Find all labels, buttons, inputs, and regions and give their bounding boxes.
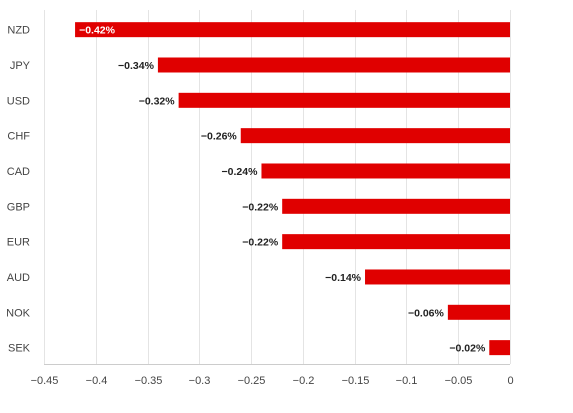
bar [261, 163, 510, 179]
category-label: NOK [6, 307, 31, 319]
category-label: EUR [7, 237, 30, 249]
x-tick-label: −0.15 [342, 375, 370, 387]
bar [75, 22, 511, 38]
category-label: NZD [7, 25, 30, 37]
x-tick-label: −0.1 [396, 375, 418, 387]
x-tick-label: −0.35 [135, 375, 163, 387]
data-labels: −0.42% −0.34% −0.32% −0.26% −0.24% −0.22% −0.2… [79, 25, 486, 355]
category-axis: NZD JPY USD CHF CAD GBP EUR AUD NOK SEK [6, 25, 31, 355]
bar [178, 92, 510, 108]
data-label: −0.14% [325, 272, 362, 284]
bar [282, 234, 510, 250]
bar [447, 304, 510, 320]
x-tick-label: −0.25 [238, 375, 266, 387]
value-axis: −0.45 −0.4 −0.35 −0.3 −0.25 −0.2 −0.15 −0.1 −0.0… [31, 364, 514, 387]
data-label: −0.32% [139, 95, 176, 107]
data-label: −0.26% [201, 131, 238, 143]
category-label: AUD [7, 272, 30, 284]
bar [282, 198, 510, 214]
x-tick-label: 0 [507, 375, 513, 387]
category-label: CAD [7, 166, 30, 178]
data-label: −0.06% [408, 307, 445, 319]
bar [365, 269, 510, 285]
category-label: CHF [7, 131, 30, 143]
data-label: −0.02% [449, 343, 486, 355]
data-label: −0.22% [242, 201, 279, 213]
category-label: GBP [7, 201, 30, 213]
bar [489, 340, 510, 356]
data-label: −0.42% [79, 25, 116, 37]
bar [240, 128, 510, 144]
category-label: SEK [8, 343, 31, 355]
category-label: USD [7, 95, 30, 107]
x-tick-label: −0.45 [31, 375, 59, 387]
category-label: JPY [10, 60, 31, 72]
bars [75, 22, 511, 356]
x-tick-label: −0.2 [293, 375, 315, 387]
data-label: −0.22% [242, 237, 279, 249]
x-tick-label: −0.4 [86, 375, 108, 387]
data-label: −0.24% [222, 166, 259, 178]
x-tick-label: −0.05 [445, 375, 473, 387]
data-label: −0.34% [118, 60, 155, 72]
x-tick-label: −0.3 [189, 375, 211, 387]
bar [157, 57, 510, 73]
